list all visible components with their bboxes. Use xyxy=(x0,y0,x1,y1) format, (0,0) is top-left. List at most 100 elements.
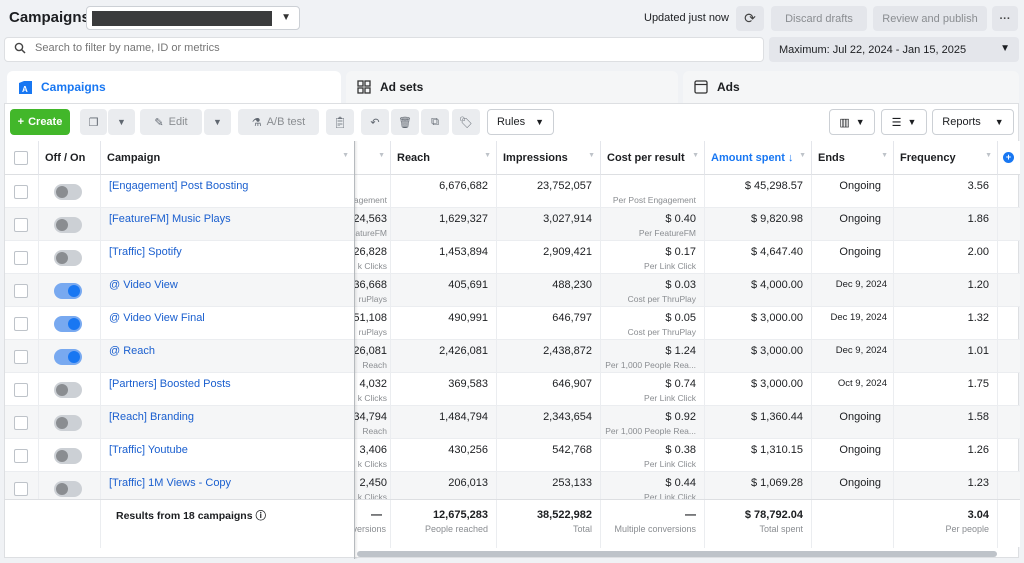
ab-test-button[interactable]: ⚗ A/B test xyxy=(238,109,319,135)
table-row[interactable]: [Traffic] Youtube 3,406 k Clicks 430,256 542… xyxy=(5,439,1020,472)
table-row[interactable]: [Partners] Boosted Posts 4,032 k Clicks 369… xyxy=(5,373,1020,406)
header-cost-per-result[interactable]: Cost per result ▼ xyxy=(601,141,705,175)
discard-drafts-button[interactable]: Discard drafts xyxy=(771,6,867,31)
header-amount-spent[interactable]: Amount spent ↓ ▼ xyxy=(705,141,812,175)
totals-frequency-value: 3.04 xyxy=(967,509,989,521)
row-checkbox[interactable] xyxy=(14,251,28,265)
add-column-icon[interactable]: + xyxy=(1003,152,1014,163)
info-icon[interactable]: ⓘ xyxy=(255,510,266,522)
header-results[interactable]: ▼ xyxy=(355,141,391,175)
table-row[interactable]: @ Video View Final 51,108 ruPlays 490,991 64… xyxy=(5,307,1020,340)
campaign-name-link[interactable]: @ Video View Final xyxy=(109,312,205,324)
totals-results-value: — xyxy=(371,509,382,521)
account-selector[interactable]: ▼ xyxy=(86,6,300,30)
reach-value: 1,453,894 xyxy=(439,246,488,258)
row-checkbox[interactable] xyxy=(14,218,28,232)
columns-button[interactable]: ▥ ▼ xyxy=(829,109,875,135)
column-menu-icon[interactable]: ▼ xyxy=(799,152,806,159)
notes-button[interactable]: 📋︎ xyxy=(326,109,354,135)
campaign-toggle[interactable] xyxy=(54,316,82,332)
undo-button[interactable]: ↶ xyxy=(361,109,389,135)
campaign-toggle[interactable] xyxy=(54,184,82,200)
table-row[interactable]: [Traffic] Spotify 26,828 k Clicks 1,453,894… xyxy=(5,241,1020,274)
column-menu-icon[interactable]: ▼ xyxy=(588,152,595,159)
preview-button[interactable]: ⧉ xyxy=(421,109,449,135)
campaign-toggle[interactable] xyxy=(54,349,82,365)
edit-button[interactable]: ✎ Edit xyxy=(140,109,202,135)
create-button[interactable]: + Create xyxy=(10,109,70,135)
tab-campaigns[interactable]: A Campaigns xyxy=(7,71,341,103)
tag-button[interactable]: 🏷︎ xyxy=(452,109,480,135)
edit-dropdown-button[interactable]: ▼ xyxy=(204,109,231,135)
review-publish-button[interactable]: Review and publish xyxy=(873,6,987,31)
header-add-column[interactable]: + xyxy=(998,141,1020,175)
cpr-sub: Per 1,000 People Rea... xyxy=(605,426,696,436)
column-menu-icon[interactable]: ▼ xyxy=(985,152,992,159)
header-off-on: Off / On xyxy=(39,141,101,175)
search-bar[interactable] xyxy=(4,37,764,62)
campaign-name-link[interactable]: [Partners] Boosted Posts xyxy=(109,378,231,390)
totals-cpr: — Multiple conversions xyxy=(601,500,705,548)
campaign-toggle[interactable] xyxy=(54,250,82,266)
campaign-toggle[interactable] xyxy=(54,448,82,464)
campaign-name-link[interactable]: [Reach] Branding xyxy=(109,411,194,423)
tab-ad-sets[interactable]: Ad sets xyxy=(346,71,678,103)
campaign-name-link[interactable]: @ Video View xyxy=(109,279,178,291)
campaign-name-link[interactable]: [Traffic] Youtube xyxy=(109,444,188,456)
breakdown-button[interactable]: ☰ ▼ xyxy=(881,109,927,135)
search-input[interactable] xyxy=(35,42,735,54)
rules-button[interactable]: Rules ▼ xyxy=(487,109,554,135)
campaign-toggle[interactable] xyxy=(54,481,82,497)
row-checkbox[interactable] xyxy=(14,185,28,199)
campaign-toggle[interactable] xyxy=(54,382,82,398)
campaign-name-link[interactable]: [Engagement] Post Boosting xyxy=(109,180,249,192)
date-range-label: Maximum: Jul 22, 2024 - Jan 15, 2025 xyxy=(779,44,967,56)
row-checkbox[interactable] xyxy=(14,284,28,298)
header-ends[interactable]: Ends ▼ xyxy=(812,141,894,175)
table-row[interactable]: @ Reach 26,081 Reach 2,426,081 2,438,872 $ 1.… xyxy=(5,340,1020,373)
refresh-button[interactable]: ⟳ xyxy=(736,6,764,31)
column-menu-icon[interactable]: ▼ xyxy=(378,152,385,159)
cost-per-result-cell: $ 0.40 Per FeatureFM xyxy=(601,208,705,241)
table-row[interactable]: @ Video View 36,668 ruPlays 405,691 488,230 $… xyxy=(5,274,1020,307)
campaign-name-link[interactable]: [FeatureFM] Music Plays xyxy=(109,213,231,225)
horizontal-scrollbar[interactable] xyxy=(357,551,997,557)
select-all-checkbox[interactable] xyxy=(14,151,28,165)
campaign-toggle[interactable] xyxy=(54,415,82,431)
header-campaign[interactable]: Campaign ▼ xyxy=(101,141,355,175)
reports-button[interactable]: Reports ▼ xyxy=(932,109,1014,135)
row-checkbox[interactable] xyxy=(14,416,28,430)
reach-value: 2,426,081 xyxy=(439,345,488,357)
row-checkbox[interactable] xyxy=(14,317,28,331)
campaign-toggle[interactable] xyxy=(54,283,82,299)
impressions-value: 253,133 xyxy=(552,477,592,489)
row-checkbox[interactable] xyxy=(14,350,28,364)
campaign-name-link[interactable]: @ Reach xyxy=(109,345,156,357)
header-reach[interactable]: Reach ▼ xyxy=(391,141,497,175)
header-frequency[interactable]: Frequency ▼ xyxy=(894,141,998,175)
more-options-button[interactable]: ··· xyxy=(992,6,1018,31)
column-menu-icon[interactable]: ▼ xyxy=(342,152,349,159)
campaign-name-link[interactable]: [Traffic] Spotify xyxy=(109,246,182,258)
row-checkbox[interactable] xyxy=(14,449,28,463)
date-range-picker[interactable]: Maximum: Jul 22, 2024 - Jan 15, 2025 ▼ xyxy=(769,37,1019,62)
column-menu-icon[interactable]: ▼ xyxy=(881,152,888,159)
campaign-name-cell: [Engagement] Post Boosting xyxy=(101,175,355,208)
column-menu-icon[interactable]: ▼ xyxy=(484,152,491,159)
duplicate-dropdown-button[interactable]: ▼ xyxy=(108,109,135,135)
row-checkbox[interactable] xyxy=(14,482,28,496)
ends-cell: Dec 9, 2024 xyxy=(812,340,894,373)
column-menu-icon[interactable]: ▼ xyxy=(692,152,699,159)
delete-button[interactable]: 🗑︎ xyxy=(391,109,419,135)
table-row[interactable]: [Reach] Branding 34,794 Reach 1,484,794 2,34… xyxy=(5,406,1020,439)
tab-ads[interactable]: Ads xyxy=(683,71,1019,103)
header-select-all[interactable] xyxy=(5,141,39,175)
campaign-toggle[interactable] xyxy=(54,217,82,233)
ends-cell: Dec 9, 2024 xyxy=(812,274,894,307)
campaign-name-link[interactable]: [Traffic] 1M Views - Copy xyxy=(109,477,232,489)
table-row[interactable]: [FeatureFM] Music Plays 24,563 atureFM 1,62… xyxy=(5,208,1020,241)
table-row[interactable]: [Engagement] Post Boosting agement 6,676,6… xyxy=(5,175,1020,208)
header-impressions[interactable]: Impressions ▼ xyxy=(497,141,601,175)
row-checkbox[interactable] xyxy=(14,383,28,397)
duplicate-button[interactable]: ❐ xyxy=(80,109,107,135)
